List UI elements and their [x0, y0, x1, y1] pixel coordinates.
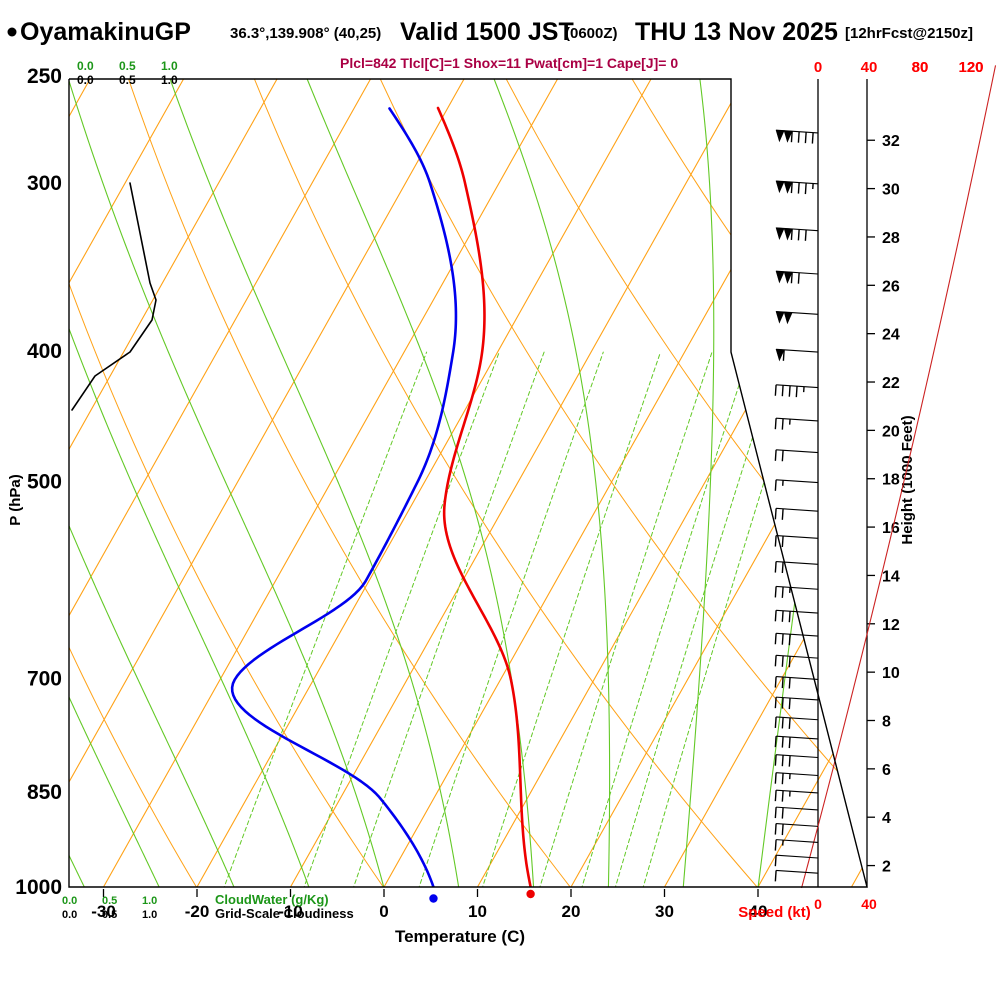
svg-text:0: 0 — [379, 902, 388, 921]
svg-text:1.0: 1.0 — [161, 59, 178, 73]
svg-text:30: 30 — [655, 902, 674, 921]
svg-text:OyamakinuGP: OyamakinuGP — [20, 18, 191, 46]
svg-text:0.5: 0.5 — [102, 909, 117, 921]
svg-text:(0600Z): (0600Z) — [565, 25, 618, 42]
svg-text:36.3°,139.908° (40,25): 36.3°,139.908° (40,25) — [230, 25, 381, 42]
svg-text:24: 24 — [882, 327, 900, 344]
svg-text:850: 850 — [27, 781, 62, 804]
svg-text:0.5: 0.5 — [119, 59, 136, 73]
svg-text:[12hrFcst@2150z]: [12hrFcst@2150z] — [845, 25, 973, 42]
svg-text:300: 300 — [27, 172, 62, 195]
svg-text:28: 28 — [882, 230, 900, 247]
svg-text:CloudWater (g/Kg): CloudWater (g/Kg) — [215, 892, 329, 907]
svg-text:700: 700 — [27, 667, 62, 690]
svg-text:THU 13 Nov 2025: THU 13 Nov 2025 — [635, 18, 838, 46]
svg-text:400: 400 — [27, 340, 62, 363]
svg-text:250: 250 — [27, 65, 62, 88]
svg-text:26: 26 — [882, 278, 900, 295]
svg-text:0.0: 0.0 — [62, 895, 77, 907]
svg-text:Speed (kt): Speed (kt) — [738, 904, 811, 921]
svg-text:Plcl=842 Tlcl[C]=1 Shox=11 Pwa: Plcl=842 Tlcl[C]=1 Shox=11 Pwat[cm]=1 Ca… — [340, 55, 678, 71]
svg-text:2: 2 — [882, 859, 891, 876]
svg-text:120: 120 — [958, 59, 983, 76]
svg-text:Valid 1500 JST: Valid 1500 JST — [400, 18, 574, 46]
svg-text:Height (1000 Feet): Height (1000 Feet) — [899, 415, 916, 544]
svg-text:8: 8 — [882, 714, 891, 731]
svg-text:22: 22 — [882, 375, 900, 392]
svg-text:20: 20 — [882, 423, 900, 440]
svg-text:0: 0 — [814, 896, 822, 912]
svg-text:32: 32 — [882, 133, 900, 150]
svg-text:10: 10 — [468, 902, 487, 921]
svg-text:10: 10 — [882, 665, 900, 682]
svg-text:18: 18 — [882, 472, 900, 489]
svg-text:40: 40 — [861, 896, 877, 912]
svg-text:Grid-Scale Cloudiness: Grid-Scale Cloudiness — [215, 906, 354, 921]
svg-text:6: 6 — [882, 762, 891, 779]
svg-text:0.0: 0.0 — [62, 909, 77, 921]
svg-text:1.0: 1.0 — [142, 895, 157, 907]
svg-text:20: 20 — [562, 902, 581, 921]
svg-text:P (hPa): P (hPa) — [7, 474, 24, 525]
svg-text:1.0: 1.0 — [142, 909, 157, 921]
svg-text:0.5: 0.5 — [119, 73, 136, 87]
svg-text:1.0: 1.0 — [161, 73, 178, 87]
svg-text:30: 30 — [882, 182, 900, 199]
svg-text:14: 14 — [882, 568, 900, 585]
svg-text:40: 40 — [861, 59, 878, 76]
svg-text:0.0: 0.0 — [77, 59, 94, 73]
svg-text:1000: 1000 — [15, 876, 62, 899]
svg-text:12: 12 — [882, 617, 900, 634]
svg-text:Temperature (C): Temperature (C) — [395, 927, 525, 946]
svg-text:500: 500 — [27, 471, 62, 494]
svg-text:-20: -20 — [185, 902, 210, 921]
svg-text:0.5: 0.5 — [102, 895, 117, 907]
svg-text:0.0: 0.0 — [77, 73, 94, 87]
svg-text:4: 4 — [882, 810, 891, 827]
svg-text:0: 0 — [814, 59, 822, 76]
svg-text:80: 80 — [912, 59, 929, 76]
